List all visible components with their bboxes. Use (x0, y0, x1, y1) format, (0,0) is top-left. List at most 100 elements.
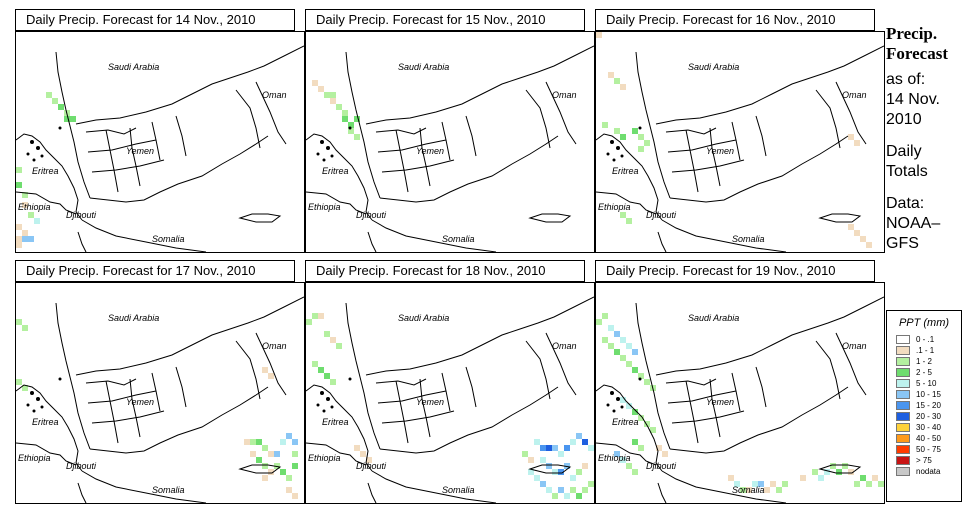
map-boundary (87, 390, 157, 404)
precip-cell (250, 439, 256, 445)
map-boundary (85, 127, 137, 135)
precip-cell (854, 230, 860, 236)
precip-cell (854, 140, 860, 146)
map-label-oman: Oman (262, 341, 287, 351)
precip-cell (644, 421, 650, 427)
precip-cell (292, 439, 298, 445)
precip-cell (354, 445, 360, 451)
precip-cell (16, 167, 22, 173)
map-svg: Saudi Arabia Oman Yemen Eritrea Ethiopia Djib… (16, 296, 304, 503)
precip-cell (336, 104, 342, 110)
map-boundary (441, 121, 451, 161)
precip-cell (342, 110, 348, 116)
island (348, 126, 352, 130)
precip-cell (632, 409, 638, 415)
map-label-saudi: Saudi Arabia (108, 313, 159, 323)
map-boundary (367, 231, 377, 252)
map-boundary (528, 213, 572, 223)
sidebar-title-line2: Forecast (886, 44, 948, 63)
precip-cell (16, 319, 22, 325)
precip-cell (330, 98, 336, 104)
ppt-legend: PPT (mm) 0 - .1 .1 - 1 1 - 2 2 - 5 5 - 10 10 … (886, 310, 962, 502)
forecast-panel-3: Daily Precip. Forecast for 16 Nov., 2010… (595, 9, 885, 253)
data-source-line2: NOAA– (886, 215, 941, 232)
map-boundary (175, 115, 187, 157)
map-label-oman: Oman (262, 90, 287, 100)
precip-cell (312, 361, 318, 367)
map-boundary (91, 159, 165, 173)
forecast-map: Saudi Arabia Oman Yemen Eritrea Ethiopia Djib… (305, 31, 595, 253)
map-boundary (129, 127, 141, 187)
map-boundary (635, 51, 671, 199)
map-svg: Saudi Arabia Oman Yemen Eritrea Ethiopia Djib… (596, 296, 884, 503)
map-boundary (238, 213, 282, 223)
precip-cell (602, 122, 608, 128)
panel-title: Daily Precip. Forecast for 18 Nov., 2010 (305, 260, 585, 282)
map-label-somalia: Somalia (442, 234, 475, 244)
precip-cell (262, 475, 268, 481)
forecast-map: Saudi Arabia Oman Yemen Eritrea Ethiopia Djib… (595, 31, 885, 253)
forecast-map: Saudi Arabia Oman Yemen Eritrea Ethiopia Djib… (595, 282, 885, 504)
island (322, 409, 326, 413)
daily-line2: Totals (886, 163, 928, 180)
precip-cell (632, 439, 638, 445)
forecast-panel-5: Daily Precip. Forecast for 18 Nov., 2010… (305, 260, 595, 504)
legend-item: 20 - 30 (896, 411, 961, 422)
map-label-djibouti: Djibouti (356, 461, 387, 471)
map-boundary (89, 135, 269, 203)
precip-cell (22, 325, 28, 331)
island (32, 158, 36, 162)
map-boundary (365, 296, 594, 376)
map-boundary (85, 378, 137, 386)
map-boundary (77, 482, 87, 503)
precip-cell (638, 373, 644, 379)
map-boundary (528, 464, 572, 474)
map-label-ethiopia: Ethiopia (308, 453, 341, 463)
island (638, 377, 642, 381)
precip-cell (306, 319, 312, 325)
map-label-somalia: Somalia (152, 485, 185, 495)
precip-cell (552, 445, 558, 451)
map-label-saudi: Saudi Arabia (108, 62, 159, 72)
precip-cell (614, 331, 620, 337)
map-label-somalia: Somalia (732, 234, 765, 244)
precip-cell (812, 469, 818, 475)
map-boundary (81, 470, 207, 503)
map-boundary (655, 296, 884, 376)
map-boundary (669, 386, 849, 454)
island (26, 152, 30, 156)
precip-cell (854, 481, 860, 487)
precip-cell (324, 92, 330, 98)
precip-cell (312, 80, 318, 86)
island (610, 140, 614, 144)
map-label-yemen: Yemen (126, 397, 154, 407)
island (58, 377, 62, 381)
island (316, 403, 320, 407)
map-boundary (16, 191, 77, 215)
map-label-yemen: Yemen (416, 146, 444, 156)
map-boundary (77, 231, 87, 252)
map-label-saudi: Saudi Arabia (688, 62, 739, 72)
map-boundary (105, 380, 119, 444)
precip-cell (644, 140, 650, 146)
map-boundary (381, 159, 455, 173)
map-boundary (709, 378, 721, 438)
precip-cell (528, 457, 534, 463)
precip-cell (22, 192, 28, 198)
data-source-line3: GFS (886, 235, 919, 252)
precip-cell (866, 242, 872, 248)
panel-title: Daily Precip. Forecast for 14 Nov., 2010 (15, 9, 295, 31)
map-label-eritrea: Eritrea (322, 417, 349, 427)
precip-cell (22, 236, 28, 242)
precip-cell (570, 487, 576, 493)
precip-cell (256, 439, 262, 445)
map-boundary (596, 384, 663, 472)
legend-swatch (896, 368, 910, 377)
island (316, 152, 320, 156)
precip-cell (558, 469, 564, 475)
precip-cell (348, 128, 354, 134)
precip-cell (632, 128, 638, 134)
island (610, 391, 614, 395)
island (638, 126, 642, 130)
legend-label: nodata (916, 467, 941, 476)
